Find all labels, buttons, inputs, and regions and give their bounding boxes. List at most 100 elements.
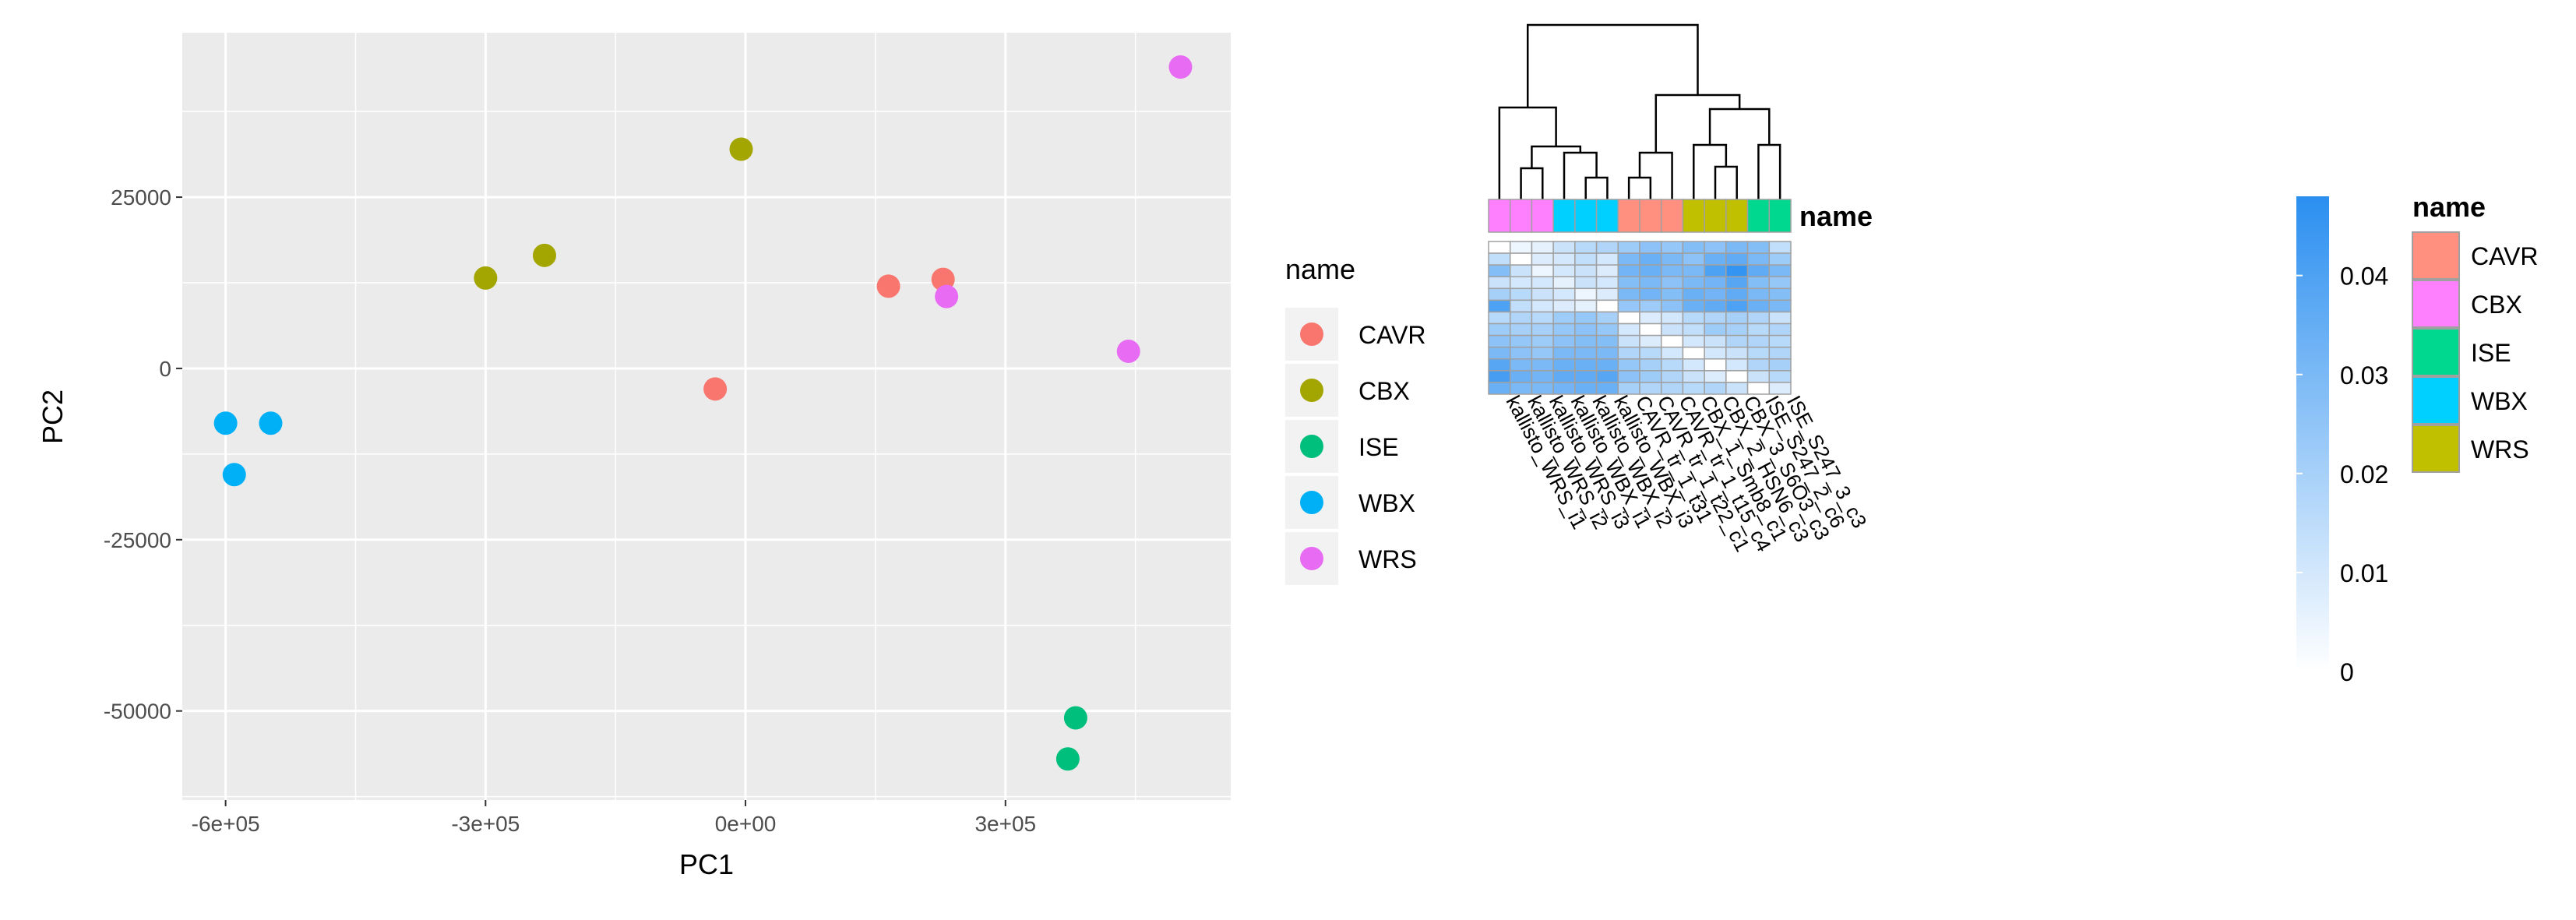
heatmap-cell	[1682, 241, 1705, 254]
heatmap-cell	[1704, 241, 1727, 254]
annotation-legend-swatch-cavr	[2412, 231, 2460, 280]
heatmap-cell	[1531, 323, 1554, 337]
annotation-cell-wrs	[1725, 199, 1749, 233]
heatmap-cell	[1488, 382, 1511, 395]
data-point-ise	[1055, 747, 1080, 771]
heatmap-cell	[1488, 264, 1511, 277]
heatmap-cell	[1768, 241, 1792, 254]
color-scale-tick-label: 0.01	[2340, 559, 2388, 587]
heatmap-cell	[1639, 287, 1662, 301]
heatmap-cell	[1531, 276, 1554, 290]
heatmap-cell	[1746, 252, 1771, 266]
heatmap-cell	[1639, 299, 1662, 313]
heatmap-cell	[1725, 299, 1749, 313]
heatmap-cell	[1552, 252, 1576, 266]
heatmap-cell	[1660, 370, 1684, 383]
annotation-cell-wbx	[1595, 199, 1619, 233]
heatmap-cell	[1531, 287, 1554, 301]
legend-label-cavr: CAVR	[1358, 321, 1426, 349]
heatmap-cell	[1768, 346, 1792, 360]
heatmap-cell	[1617, 358, 1640, 372]
annotation-legend-label-cbx: CBX	[2471, 291, 2522, 319]
heatmap-cell	[1595, 276, 1619, 290]
heatmap-cell	[1488, 334, 1511, 348]
heatmap-cell	[1574, 252, 1598, 266]
heatmap-cell	[1552, 334, 1576, 348]
data-point-ise	[1063, 706, 1087, 730]
heatmap-cell	[1725, 264, 1749, 277]
heatmap-cell	[1595, 299, 1619, 313]
dendrogram-link	[1498, 106, 1557, 199]
data-point-wrs	[935, 284, 959, 308]
heatmap-cell	[1768, 287, 1792, 301]
heatmap-cell	[1768, 358, 1792, 372]
y-axis-title: PC2	[37, 390, 69, 444]
heatmap-cell	[1704, 370, 1727, 383]
annotation-legend-label-ise: ISE	[2471, 339, 2511, 367]
heatmap-cell	[1660, 252, 1684, 266]
heatmap-cell	[1704, 276, 1727, 290]
heatmap-cell	[1768, 323, 1792, 337]
heatmap-cell	[1682, 252, 1705, 266]
heatmap-cell	[1617, 370, 1640, 383]
column-dendrogram	[1498, 23, 1781, 199]
heatmap-cell	[1639, 252, 1662, 266]
heatmap-cell	[1617, 241, 1640, 254]
heatmap-cell	[1595, 346, 1619, 360]
heatmap-cell	[1595, 358, 1619, 372]
heatmap-cell	[1768, 276, 1792, 290]
heatmap-cell	[1704, 346, 1727, 360]
heatmap-cell	[1488, 299, 1511, 313]
heatmap-cell	[1595, 264, 1619, 277]
heatmap-cell	[1574, 323, 1598, 337]
heatmap-cell	[1682, 276, 1705, 290]
heatmap-cell	[1531, 252, 1554, 266]
heatmap-cell	[1509, 299, 1533, 313]
data-point-wrs	[1168, 55, 1193, 79]
heatmap-cell	[1488, 323, 1511, 337]
y-tick-label: 25000	[111, 185, 171, 210]
x-tick-label: -3e+05	[451, 812, 520, 836]
heatmap-cell	[1682, 311, 1705, 325]
dendrogram-link	[1531, 145, 1582, 168]
heatmap-cell	[1595, 311, 1619, 325]
dendrogram-link	[1757, 143, 1781, 199]
heatmap-cell	[1746, 311, 1771, 325]
heatmap-cell	[1725, 252, 1749, 266]
heatmap-cell	[1509, 370, 1533, 383]
heatmap-cell	[1704, 252, 1727, 266]
heatmap-cell	[1531, 370, 1554, 383]
data-point-wbx	[213, 411, 238, 435]
legend-swatch-cavr	[1300, 323, 1323, 346]
heatmap-cell	[1531, 334, 1554, 348]
x-axis-title: PC1	[679, 848, 734, 880]
legend-swatch-wrs	[1300, 547, 1323, 570]
scatter-gridlines	[182, 33, 1231, 800]
annotation-cell-cbx	[1531, 199, 1554, 233]
heatmap-cell	[1574, 287, 1598, 301]
heatmap-cell	[1660, 358, 1684, 372]
heatmap-cell	[1531, 346, 1554, 360]
heatmap-cell	[1746, 241, 1771, 254]
heatmap-cell	[1531, 299, 1554, 313]
heatmap-cell	[1725, 334, 1749, 348]
heatmap-cell	[1704, 287, 1727, 301]
annotation-legend-items: CAVR CBX ISE WBX WRS	[2412, 231, 2539, 473]
dendrogram-link	[1627, 176, 1652, 199]
heatmap-cell	[1768, 370, 1792, 383]
heatmap-cell	[1768, 264, 1792, 277]
scatter-legend-title: name	[1285, 253, 1355, 285]
y-tick-label: 0	[159, 357, 171, 381]
scatter-points	[213, 55, 1193, 771]
data-point-wrs	[1116, 339, 1140, 363]
heatmap-cell	[1746, 264, 1771, 277]
heatmap-cell	[1639, 311, 1662, 325]
annotation-cell-ise	[1746, 199, 1771, 233]
heatmap-cell	[1531, 358, 1554, 372]
annotation-bar-label: name	[1799, 200, 1873, 232]
heatmap-cell	[1704, 299, 1727, 313]
legend-swatch-wbx	[1300, 491, 1323, 514]
heatmap-cell	[1660, 241, 1684, 254]
annotation-legend-swatch-wbx	[2412, 376, 2460, 425]
heatmap-cell	[1509, 346, 1533, 360]
